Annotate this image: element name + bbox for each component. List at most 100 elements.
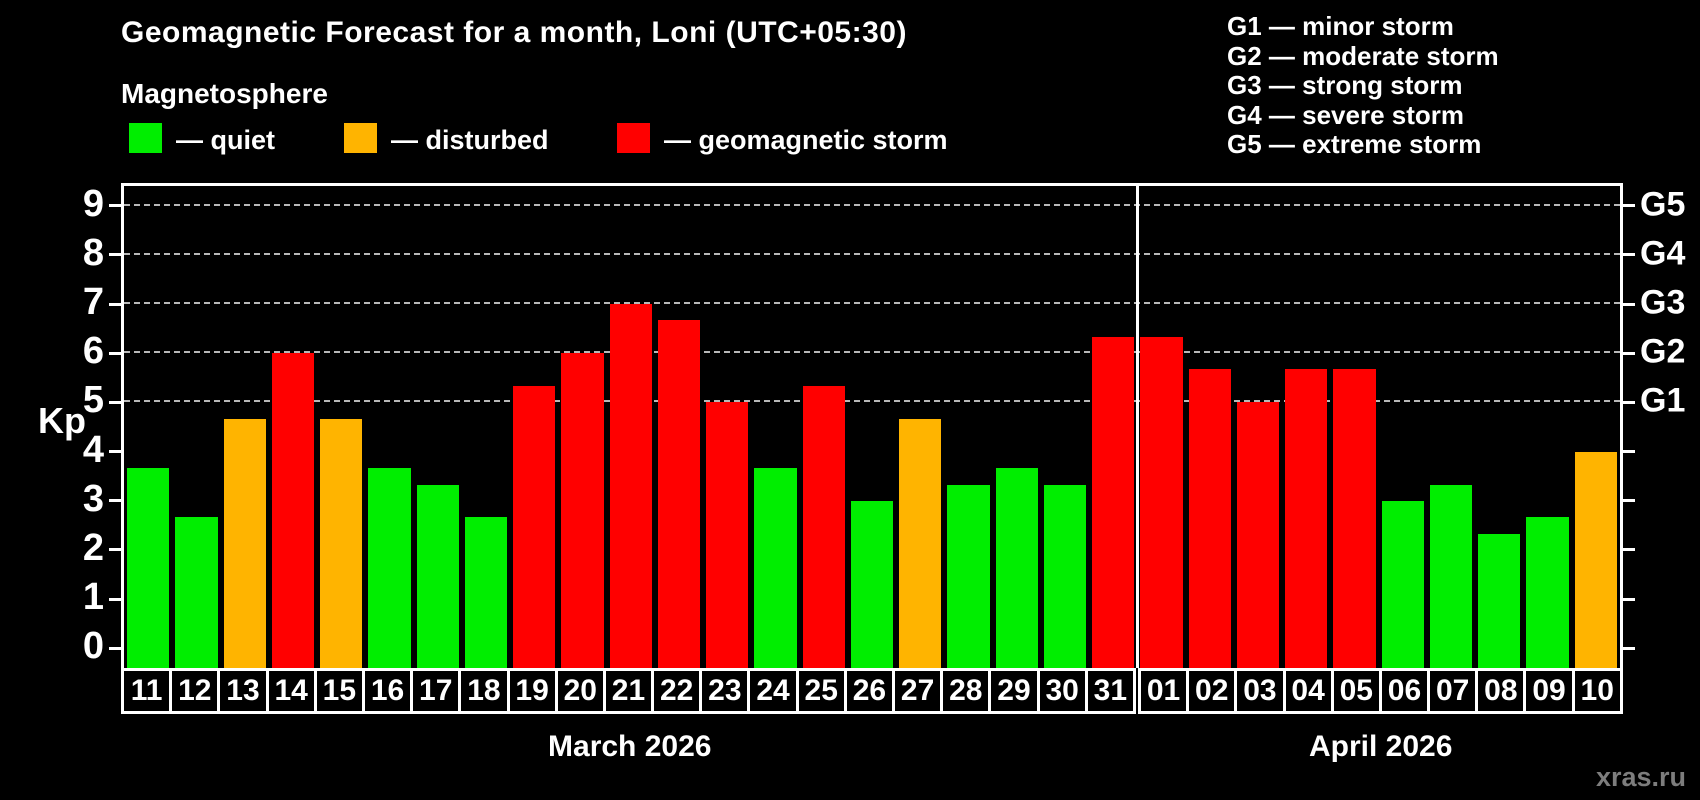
x-axis-day-labels: 11 12 13 14 15 16 17 18 19 20 21 22 23 24 25 26 27 28 29 30…: [121, 668, 1623, 714]
left-tick-kp5: [109, 400, 121, 404]
g-legend-line-g2: G2 — moderate storm: [1227, 40, 1499, 71]
right-axis-label-g1: G1: [1640, 382, 1686, 421]
watermark: xras.ru: [1595, 762, 1686, 792]
bar-march-14: [271, 353, 315, 668]
y-tick-label-9: 9: [82, 182, 104, 225]
day-label-april-02: 02: [1186, 668, 1238, 714]
legend-swatch-quiet: [129, 123, 162, 153]
bar-march-17: [416, 484, 459, 668]
bar-april-10: [1574, 451, 1617, 668]
month-label-march: March 2026: [548, 730, 712, 763]
day-label-march-16: 16: [361, 668, 414, 714]
day-label-march-31: 31: [1084, 668, 1136, 714]
month-label-april: April 2026: [1309, 730, 1453, 763]
right-axis-label-g2: G2: [1640, 332, 1686, 371]
gridline-kp9: [124, 203, 1620, 206]
day-label-march-26: 26: [843, 668, 895, 714]
bar-march-22: [657, 320, 701, 668]
bar-march-21: [609, 304, 652, 668]
right-tick-kp3: [1623, 499, 1635, 503]
bar-march-12: [175, 517, 218, 668]
day-label-april-01: 01: [1137, 668, 1190, 714]
left-tick-kp2: [109, 548, 121, 552]
day-label-april-07: 07: [1427, 668, 1479, 714]
bar-march-29: [995, 467, 1038, 668]
y-axis-title: Kp: [38, 400, 86, 441]
bar-april-07: [1429, 484, 1473, 668]
bar-march-25: [802, 386, 845, 668]
bar-april-04: [1285, 369, 1328, 668]
y-tick-label-0: 0: [82, 625, 104, 668]
left-tick-kp8: [109, 253, 121, 257]
day-label-april-10: 10: [1571, 668, 1623, 714]
bar-april-08: [1478, 533, 1521, 668]
right-tick-kp5: [1623, 400, 1635, 404]
right-axis-label-g5: G5: [1640, 185, 1686, 224]
day-label-march-27: 27: [892, 668, 944, 714]
day-label-march-24: 24: [747, 668, 799, 714]
plot-area: 0 1 2 3 4 5 G1 6 G2 7 G3 8 G4 9 G5: [83, 182, 1685, 668]
g-legend-line-g4: G4 — severe storm: [1227, 99, 1465, 130]
right-axis-label-g4: G4: [1640, 234, 1686, 273]
y-tick-label-5: 5: [82, 379, 104, 422]
day-label-march-21: 21: [602, 668, 655, 714]
day-label-april-06: 06: [1378, 668, 1431, 714]
day-label-march-18: 18: [458, 668, 510, 714]
day-label-march-13: 13: [217, 668, 269, 714]
month-separator-line: [1135, 186, 1139, 668]
bar-march-24: [754, 467, 797, 668]
right-tick-kp6: [1623, 351, 1635, 355]
bar-march-18: [464, 517, 508, 668]
bar-april-06: [1381, 500, 1424, 668]
bar-march-15: [320, 418, 363, 668]
right-tick-kp4: [1623, 450, 1635, 454]
legend-label-quiet: — quiet: [176, 125, 275, 155]
right-tick-kp9: [1623, 204, 1635, 208]
day-label-march-23: 23: [699, 668, 751, 714]
page-title: Geomagnetic Forecast for a month, Loni (…: [121, 16, 907, 49]
day-label-march-28: 28: [940, 668, 992, 714]
bar-april-01: [1140, 337, 1183, 668]
right-tick-kp8: [1623, 253, 1635, 257]
bar-march-20: [561, 353, 604, 668]
left-tick-kp1: [109, 597, 121, 601]
day-label-march-29: 29: [988, 668, 1040, 714]
g-legend-line-g5: G5 — extreme storm: [1227, 129, 1482, 159]
day-label-april-05: 05: [1330, 668, 1382, 714]
left-tick-kp3: [109, 499, 121, 503]
right-tick-kp7: [1623, 302, 1635, 306]
bar-march-31: [1092, 337, 1135, 668]
gridline-kp6: [124, 351, 1620, 354]
g-legend-line-g3: G3 — strong storm: [1227, 70, 1463, 100]
day-label-april-04: 04: [1282, 668, 1334, 714]
legend-label-storm: — geomagnetic storm: [664, 125, 948, 155]
bar-april-05: [1333, 369, 1376, 668]
day-label-march-17: 17: [410, 668, 462, 714]
bar-march-11: [127, 467, 170, 668]
y-tick-label-4: 4: [82, 428, 104, 471]
day-label-march-19: 19: [506, 668, 558, 714]
bar-march-19: [513, 386, 556, 668]
chart-subtitle: Magnetosphere: [121, 78, 328, 109]
bar-march-23: [706, 402, 749, 668]
day-label-march-11: 11: [121, 668, 173, 714]
bar-april-03: [1236, 402, 1280, 668]
g-legend-line-g1: G1 — minor storm: [1227, 11, 1454, 41]
bar-march-13: [223, 418, 266, 668]
y-tick-label-7: 7: [82, 280, 104, 323]
g-scale-legend: G1 — minor storm G2 — moderate storm G3 …: [1227, 11, 1499, 160]
bar-march-26: [850, 500, 894, 668]
right-axis-label-g3: G3: [1640, 283, 1686, 322]
day-label-march-25: 25: [795, 668, 847, 714]
day-label-april-08: 08: [1475, 668, 1527, 714]
left-tick-kp7: [109, 302, 121, 306]
bar-april-09: [1526, 517, 1569, 668]
y-tick-label-2: 2: [82, 526, 104, 569]
legend-swatch-storm: [617, 123, 650, 153]
right-tick-kp1: [1623, 597, 1635, 601]
bar-march-28: [947, 484, 990, 668]
day-label-march-15: 15: [313, 668, 365, 714]
day-label-march-22: 22: [651, 668, 703, 714]
legend-label-disturbed: — disturbed: [391, 125, 549, 155]
day-label-april-09: 09: [1523, 668, 1575, 714]
